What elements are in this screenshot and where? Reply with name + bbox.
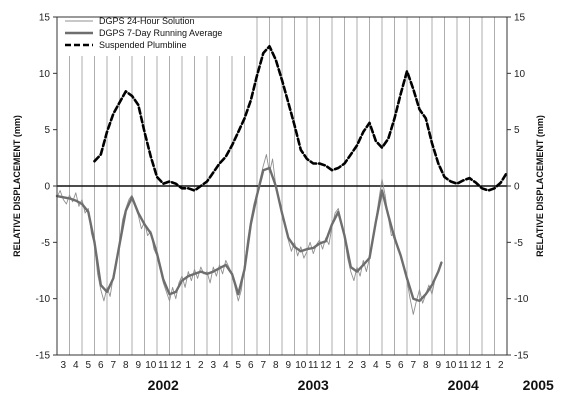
month-label: 8 bbox=[123, 360, 129, 371]
year-label: 2002 bbox=[148, 377, 179, 393]
year-label: 2003 bbox=[298, 377, 329, 393]
y-tick-label-left: 15 bbox=[39, 13, 51, 24]
month-label: 9 bbox=[285, 360, 291, 371]
y-axis-label-right: RELATIVE DISPLACEMENT (mm) bbox=[535, 115, 545, 257]
month-label: 8 bbox=[273, 360, 279, 371]
y-tick-label-left: -15 bbox=[36, 351, 51, 362]
y-axis-label-left: RELATIVE DISPLACEMENT (mm) bbox=[12, 115, 22, 257]
y-tick-label-right: 10 bbox=[514, 69, 526, 80]
month-label: 2 bbox=[348, 360, 354, 371]
month-label: 5 bbox=[235, 360, 241, 371]
month-label: 6 bbox=[248, 360, 254, 371]
month-label: 3 bbox=[60, 360, 66, 371]
month-label: 4 bbox=[73, 360, 79, 371]
month-label: 4 bbox=[373, 360, 379, 371]
legend: DGPS 24-Hour Solution DGPS 7-Day Running … bbox=[61, 16, 251, 56]
y-tick-label-right: 15 bbox=[514, 13, 526, 24]
legend-entry: Suspended Plumbline bbox=[99, 40, 187, 50]
month-label: 2 bbox=[498, 360, 504, 371]
y-tick-label-left: -5 bbox=[41, 238, 50, 249]
y-tick-label-right: -15 bbox=[514, 351, 529, 362]
month-label: 11 bbox=[458, 360, 469, 371]
month-label: 12 bbox=[170, 360, 182, 371]
month-label: 1 bbox=[485, 360, 491, 371]
month-label: 10 bbox=[145, 360, 157, 371]
month-label: 2 bbox=[198, 360, 204, 371]
month-label: 11 bbox=[308, 360, 319, 371]
plot-frame bbox=[56, 16, 508, 356]
month-label: 7 bbox=[410, 360, 416, 371]
series-layer bbox=[55, 45, 509, 315]
month-label: 3 bbox=[360, 360, 366, 371]
y-tick-label-left: 10 bbox=[39, 69, 51, 80]
month-label: 7 bbox=[260, 360, 266, 371]
y-tick-label-right: 0 bbox=[514, 182, 520, 193]
month-label: 4 bbox=[223, 360, 229, 371]
month-label: 5 bbox=[385, 360, 391, 371]
month-label: 5 bbox=[85, 360, 91, 371]
month-label: 8 bbox=[423, 360, 429, 371]
legend-entry: DGPS 7-Day Running Average bbox=[99, 28, 222, 38]
month-label: 10 bbox=[295, 360, 307, 371]
y-tick-label-left: 5 bbox=[44, 125, 50, 136]
month-label: 6 bbox=[398, 360, 404, 371]
month-label: 10 bbox=[445, 360, 457, 371]
month-label: 12 bbox=[470, 360, 482, 371]
month-label: 6 bbox=[98, 360, 104, 371]
month-label: 11 bbox=[158, 360, 169, 371]
year-label: 2004 bbox=[448, 377, 479, 393]
y-tick-label-right: -5 bbox=[514, 238, 523, 249]
legend-entry: DGPS 24-Hour Solution bbox=[99, 16, 195, 26]
y-tick-label-left: 0 bbox=[44, 182, 50, 193]
month-label: 12 bbox=[320, 360, 332, 371]
year-label: 2005 bbox=[523, 377, 554, 393]
month-label: 1 bbox=[185, 360, 191, 371]
month-label: 9 bbox=[435, 360, 441, 371]
month-label: 7 bbox=[110, 360, 116, 371]
series-line-dgps-7-day-running-average bbox=[55, 166, 443, 303]
legend-background bbox=[61, 16, 251, 56]
month-label: 9 bbox=[135, 360, 141, 371]
month-label: 3 bbox=[210, 360, 216, 371]
y-tick-label-right: 5 bbox=[514, 125, 520, 136]
y-tick-label-left: -10 bbox=[36, 294, 51, 305]
series-line-suspended-plumbline bbox=[93, 45, 509, 192]
month-label: 1 bbox=[335, 360, 341, 371]
y-tick-label-right: -10 bbox=[514, 294, 529, 305]
